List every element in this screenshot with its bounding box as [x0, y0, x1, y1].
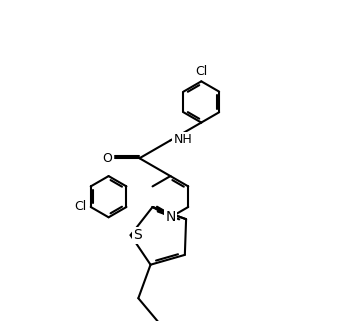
Text: S: S — [133, 228, 142, 242]
Text: N: N — [165, 210, 176, 224]
Text: NH: NH — [174, 133, 192, 146]
Text: Cl: Cl — [195, 65, 207, 78]
Text: Cl: Cl — [75, 201, 87, 213]
Text: O: O — [102, 152, 112, 165]
